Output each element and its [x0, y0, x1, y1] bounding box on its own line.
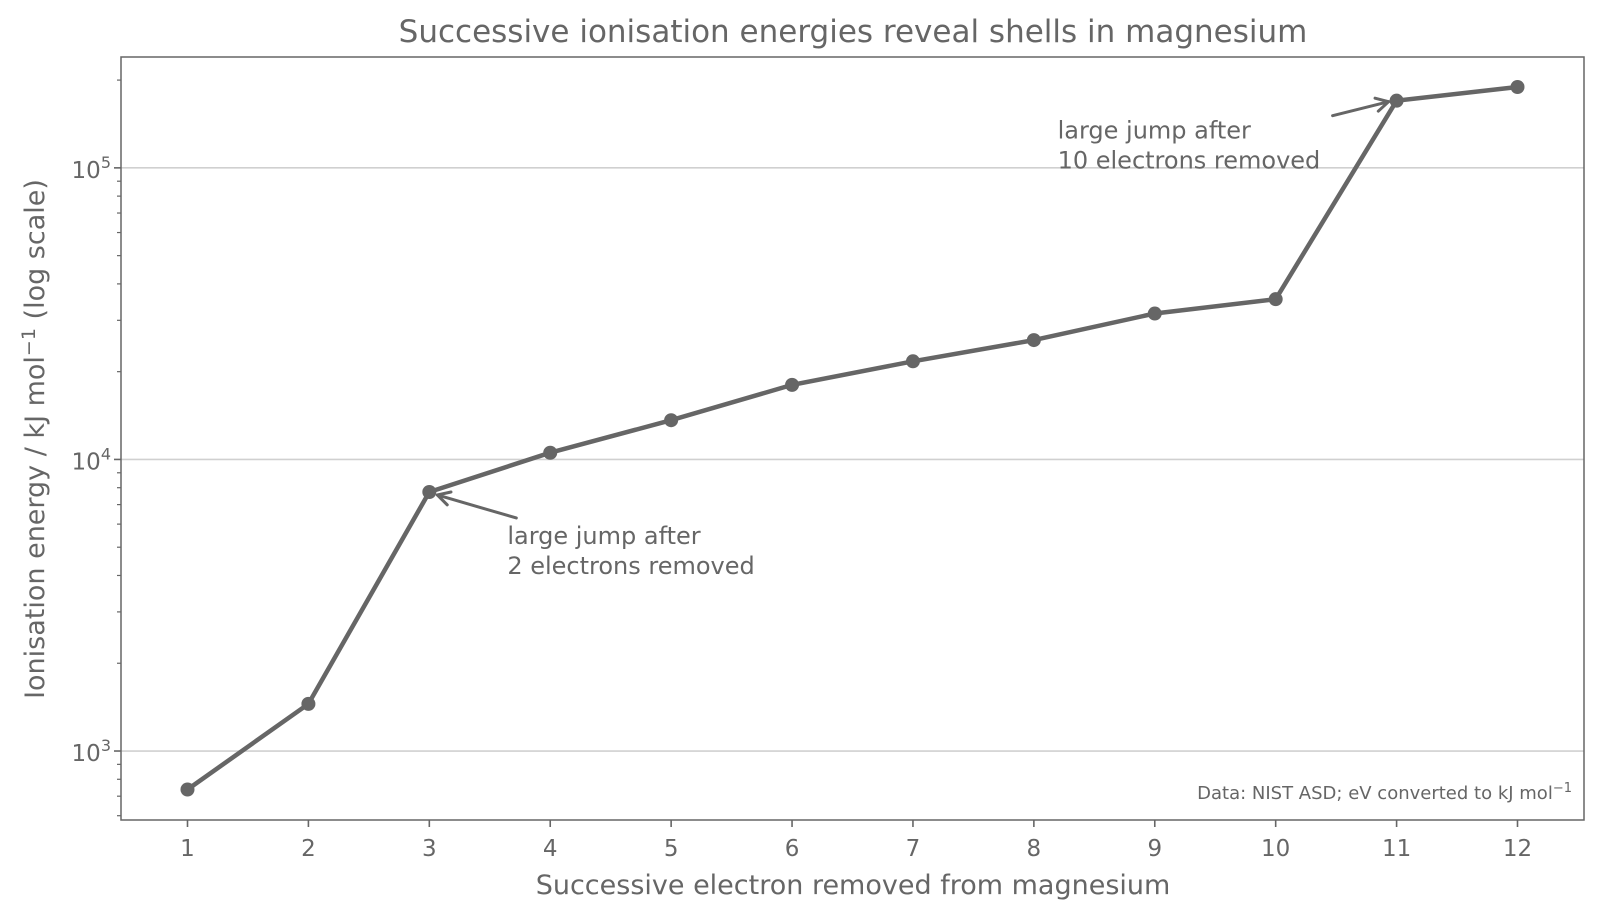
- annotation-1-line-2: 2 electrons removed: [507, 552, 754, 580]
- y-axis-label-suffix: (log scale): [20, 179, 51, 328]
- x-tick-label-9: 10: [1261, 836, 1290, 862]
- x-tick-label-2: 3: [422, 836, 437, 862]
- data-point-5: [664, 413, 679, 428]
- tick-layer: [114, 79, 1519, 827]
- chart-title: Successive ionisation energies reveal sh…: [399, 14, 1308, 50]
- data-point-11: [1389, 93, 1404, 108]
- y-tick-exponent: 3: [101, 736, 111, 755]
- data-point-7: [905, 354, 920, 369]
- data-point-4: [543, 445, 558, 460]
- y-tick-label-1: 104: [72, 444, 111, 475]
- y-axis-label-text: Ionisation energy / kJ mol: [20, 356, 51, 699]
- data-point-2: [301, 696, 316, 711]
- y-tick-base: 10: [72, 158, 101, 184]
- x-tick-label-3: 4: [543, 836, 558, 862]
- source-note-text: Data: NIST ASD; eV converted to kJ mol: [1197, 783, 1553, 804]
- data-point-10: [1268, 292, 1283, 307]
- source-note-superscript: −1: [1553, 781, 1572, 796]
- marker-layer: [180, 80, 1525, 797]
- y-tick-exponent: 5: [101, 153, 111, 172]
- data-point-6: [785, 377, 800, 392]
- y-axis-label-superscript: −1: [18, 328, 40, 356]
- y-tick-label-2: 105: [72, 153, 111, 184]
- data-point-3: [422, 484, 437, 499]
- x-tick-labels: 1 2 3 4 5 6 7 8 9 10 11 12: [180, 836, 1532, 862]
- annotation-2-line-2: 10 electrons removed: [1058, 147, 1321, 175]
- y-axis-label: Ionisation energy / kJ mol−1 (log scale): [18, 179, 51, 699]
- x-axis-label: Successive electron removed from magnesi…: [536, 870, 1171, 901]
- data-point-9: [1147, 306, 1162, 321]
- y-tick-base: 10: [72, 449, 101, 475]
- x-tick-label-1: 2: [301, 836, 316, 862]
- x-tick-label-7: 8: [1027, 836, 1042, 862]
- x-tick-label-5: 6: [785, 836, 800, 862]
- y-tick-base: 10: [72, 741, 101, 767]
- y-tick-label-0: 103: [72, 736, 111, 767]
- y-tick-exponent: 4: [101, 444, 111, 463]
- x-tick-label-8: 9: [1147, 836, 1162, 862]
- annotation-arrowhead-1: [435, 490, 453, 507]
- annotation-arrowhead-2: [1373, 96, 1391, 113]
- annotation-arrow-1: [435, 493, 518, 520]
- data-point-12: [1510, 80, 1525, 95]
- x-tick-label-11: 12: [1503, 836, 1532, 862]
- x-tick-label-6: 7: [906, 836, 921, 862]
- grid-layer: [121, 167, 1584, 752]
- annotation-2-line-1: large jump after: [1058, 117, 1251, 145]
- x-tick-label-4: 5: [664, 836, 679, 862]
- source-note: Data: NIST ASD; eV converted to kJ mol−1: [1197, 781, 1572, 804]
- annotation-1-line-1: large jump after: [507, 522, 700, 550]
- data-point-1: [180, 782, 195, 797]
- data-point-8: [1026, 333, 1041, 348]
- series-line: [185, 84, 1520, 792]
- x-tick-label-10: 11: [1382, 836, 1411, 862]
- annotation-arrow-2: [1331, 100, 1391, 118]
- x-tick-label-0: 1: [180, 836, 195, 862]
- plot-frame: [120, 56, 1585, 821]
